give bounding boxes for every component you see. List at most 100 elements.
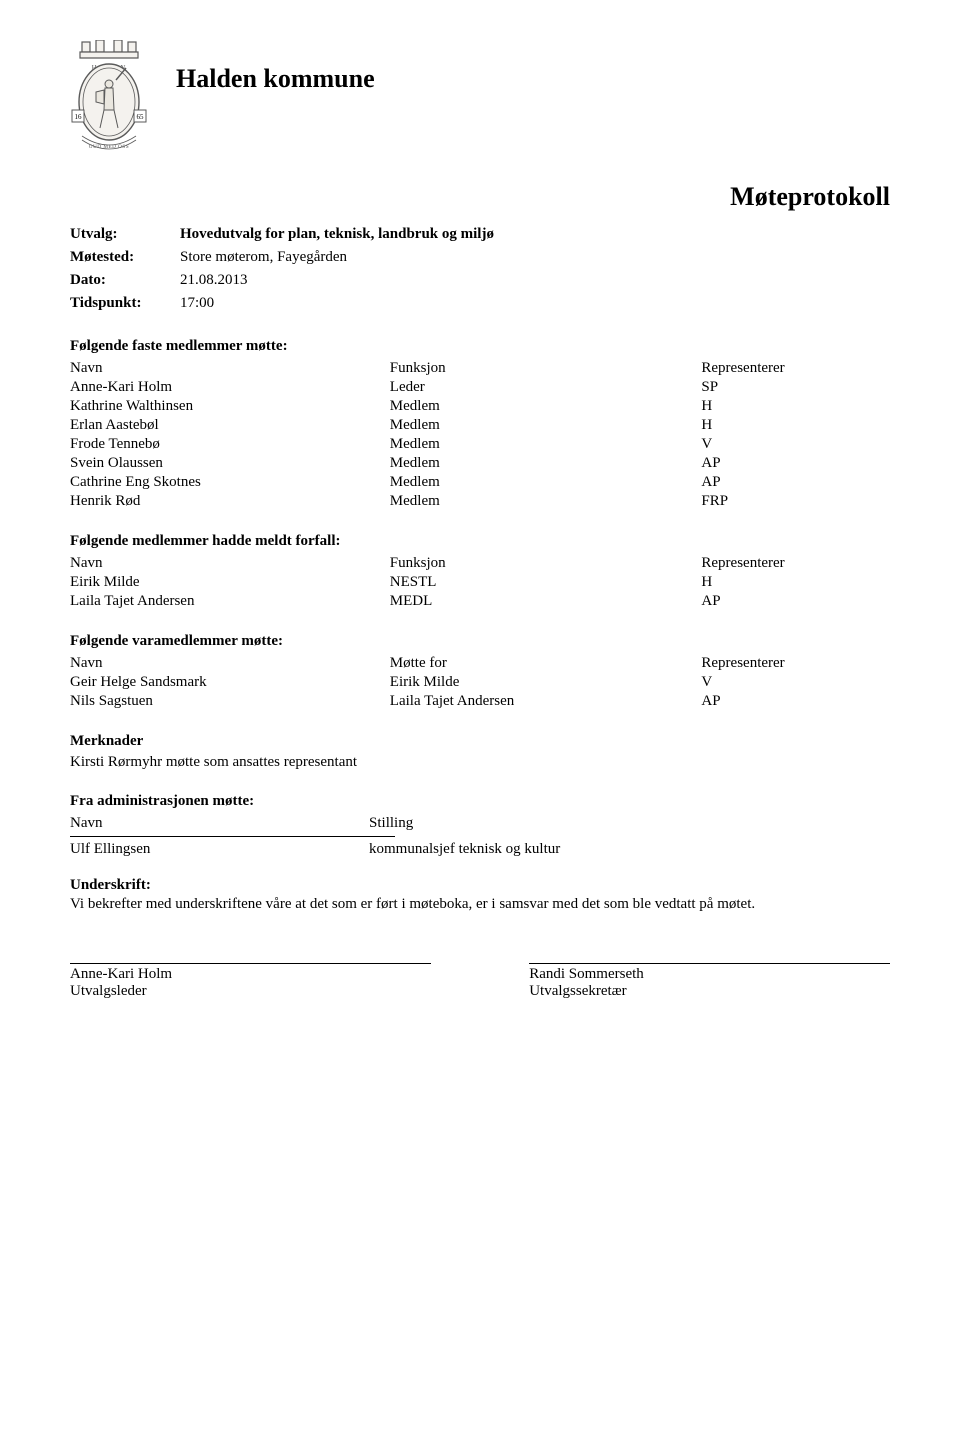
- meta-label-tidspunkt: Tidspunkt:: [70, 295, 180, 312]
- signer-role-left: Utvalgsleder: [70, 983, 431, 1000]
- col-header-represents: Representerer: [701, 359, 890, 378]
- table-cell: NESTL: [390, 573, 702, 592]
- table-row: Frode TennebøMedlemV: [70, 435, 890, 454]
- table-cell: H: [701, 573, 890, 592]
- table-cell: MEDL: [390, 592, 702, 611]
- section-title-administration: Fra administrasjonen møtte:: [70, 793, 890, 810]
- signature-left: Anne-Kari Holm Utvalgsleder: [70, 963, 431, 1000]
- table-cell: AP: [701, 592, 890, 611]
- table-cell: Eirik Milde: [70, 573, 390, 592]
- table-header-row: Navn Funksjon Representerer: [70, 359, 890, 378]
- meta-value-motested: Store møterom, Fayegården: [180, 249, 890, 266]
- table-cell: Henrik Rød: [70, 492, 390, 511]
- table-cell: kommunalsjef teknisk og kultur: [369, 840, 660, 859]
- table-header-row: Navn Funksjon Representerer: [70, 554, 890, 573]
- svg-text:16: 16: [75, 113, 83, 121]
- table-cell: Leder: [390, 378, 702, 397]
- document-header: HALDEN 16 65 GUD MED OSS: [70, 40, 890, 160]
- table-cell: Cathrine Eng Skotnes: [70, 473, 390, 492]
- table-cell: Erlan Aastebøl: [70, 416, 390, 435]
- meta-label-utvalg: Utvalg:: [70, 226, 180, 243]
- table-administration: Navn Stilling Ulf Ellingsenkommunalsjef …: [70, 814, 660, 859]
- table-cell: Eirik Milde: [390, 673, 702, 692]
- col-header-name: Navn: [70, 654, 390, 673]
- table-row: Geir Helge SandsmarkEirik MildeV: [70, 673, 890, 692]
- table-cell: Medlem: [390, 397, 702, 416]
- section-title-substitutes: Følgende varamedlemmer møtte:: [70, 633, 890, 650]
- table-row: Henrik RødMedlemFRP: [70, 492, 890, 511]
- signer-role-right: Utvalgssekretær: [529, 983, 890, 1000]
- col-header-represents: Representerer: [701, 554, 890, 573]
- col-header-metfor: Møtte for: [390, 654, 702, 673]
- table-cell: Nils Sagstuen: [70, 692, 390, 711]
- table-cell: Medlem: [390, 473, 702, 492]
- svg-text:GUD MED OSS: GUD MED OSS: [89, 144, 129, 150]
- svg-text:65: 65: [137, 113, 145, 121]
- table-cell: AP: [701, 692, 890, 711]
- meta-label-motested: Møtested:: [70, 249, 180, 266]
- section-title-absent: Følgende medlemmer hadde meldt forfall:: [70, 533, 890, 550]
- signature-statement: Underskrift: Vi bekrefter med underskrif…: [70, 877, 890, 913]
- table-cell: Medlem: [390, 454, 702, 473]
- col-header-function: Funksjon: [390, 359, 702, 378]
- table-cell: V: [701, 435, 890, 454]
- table-cell: Laila Tajet Andersen: [70, 592, 390, 611]
- table-cell: H: [701, 416, 890, 435]
- table-cell: Geir Helge Sandsmark: [70, 673, 390, 692]
- table-members-present: Navn Funksjon Representerer Anne-Kari Ho…: [70, 359, 890, 511]
- divider: [70, 836, 395, 837]
- table-cell: Medlem: [390, 416, 702, 435]
- signature-right: Randi Sommerseth Utvalgssekretær: [529, 963, 890, 1000]
- merknader-body: Kirsti Rørmyhr møtte som ansattes repres…: [70, 754, 890, 771]
- table-cell: H: [701, 397, 890, 416]
- table-row: Kathrine WalthinsenMedlemH: [70, 397, 890, 416]
- table-row: Ulf Ellingsenkommunalsjef teknisk og kul…: [70, 840, 660, 859]
- col-header-represents: Representerer: [701, 654, 890, 673]
- underskrift-title: Underskrift:: [70, 877, 890, 894]
- table-row: Svein OlaussenMedlemAP: [70, 454, 890, 473]
- table-row: Anne-Kari HolmLederSP: [70, 378, 890, 397]
- table-cell: Medlem: [390, 492, 702, 511]
- table-absent: Navn Funksjon Representerer Eirik MildeN…: [70, 554, 890, 611]
- table-cell: AP: [701, 473, 890, 492]
- document-title: Møteprotokoll: [70, 182, 890, 212]
- table-row: Laila Tajet AndersenMEDLAP: [70, 592, 890, 611]
- table-cell: Kathrine Walthinsen: [70, 397, 390, 416]
- table-cell: Laila Tajet Andersen: [390, 692, 702, 711]
- signature-line: [529, 963, 890, 964]
- section-title-members-present: Følgende faste medlemmer møtte:: [70, 338, 890, 355]
- col-header-name: Navn: [70, 814, 369, 833]
- table-cell: Frode Tennebø: [70, 435, 390, 454]
- table-cell: AP: [701, 454, 890, 473]
- signer-name-left: Anne-Kari Holm: [70, 966, 431, 983]
- meta-label-dato: Dato:: [70, 272, 180, 289]
- signer-name-right: Randi Sommerseth: [529, 966, 890, 983]
- table-cell: Medlem: [390, 435, 702, 454]
- table-header-row: Navn Møtte for Representerer: [70, 654, 890, 673]
- table-cell: V: [701, 673, 890, 692]
- meeting-meta: Utvalg: Hovedutvalg for plan, teknisk, l…: [70, 226, 890, 312]
- col-header-name: Navn: [70, 359, 390, 378]
- col-header-function: Funksjon: [390, 554, 702, 573]
- section-title-merknader: Merknader: [70, 733, 890, 750]
- table-row: Cathrine Eng SkotnesMedlemAP: [70, 473, 890, 492]
- municipal-crest-icon: HALDEN 16 65 GUD MED OSS: [70, 40, 148, 160]
- table-cell: Ulf Ellingsen: [70, 840, 369, 859]
- signature-row: Anne-Kari Holm Utvalgsleder Randi Sommer…: [70, 963, 890, 1000]
- meta-value-utvalg: Hovedutvalg for plan, teknisk, landbruk …: [180, 226, 890, 243]
- table-cell: FRP: [701, 492, 890, 511]
- col-header-name: Navn: [70, 554, 390, 573]
- table-row: Nils SagstuenLaila Tajet AndersenAP: [70, 692, 890, 711]
- organization-name: Halden kommune: [176, 40, 375, 94]
- meta-value-dato: 21.08.2013: [180, 272, 890, 289]
- table-cell: SP: [701, 378, 890, 397]
- table-row: Eirik MildeNESTLH: [70, 573, 890, 592]
- meta-value-tidspunkt: 17:00: [180, 295, 890, 312]
- signature-line: [70, 963, 431, 964]
- table-substitutes: Navn Møtte for Representerer Geir Helge …: [70, 654, 890, 711]
- table-header-row: Navn Stilling: [70, 814, 660, 833]
- table-row: Erlan AastebølMedlemH: [70, 416, 890, 435]
- col-header-position: Stilling: [369, 814, 660, 833]
- underskrift-body: Vi bekrefter med underskriftene våre at …: [70, 896, 890, 913]
- table-cell: Anne-Kari Holm: [70, 378, 390, 397]
